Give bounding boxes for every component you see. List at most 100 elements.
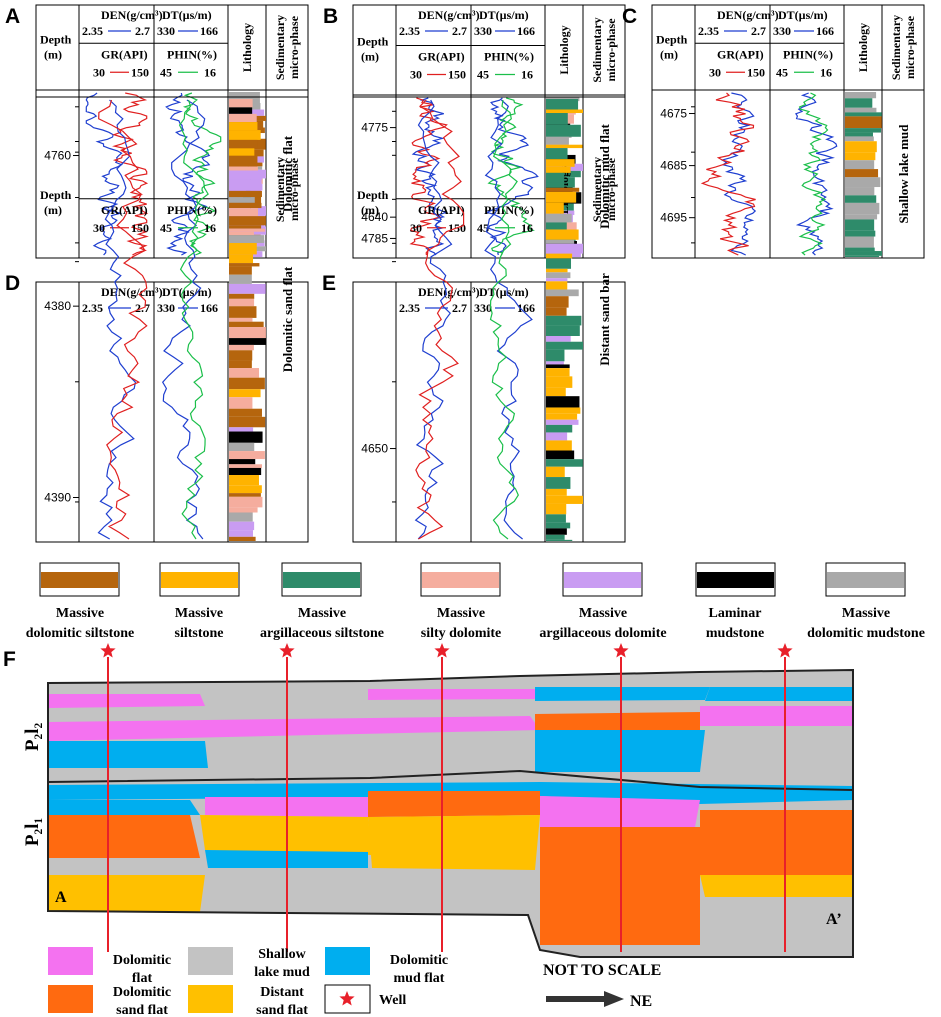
- unit-label-upper: P₂l₂: [22, 723, 43, 752]
- panel-frame: [352, 281, 626, 543]
- lith-legend-line2: dolomitic mudstone: [807, 626, 925, 641]
- gr-max: 150: [131, 65, 149, 79]
- dt-label: DT(µs/m): [162, 285, 212, 299]
- facies-dolomitic-sand-flat: [535, 712, 700, 730]
- facies-dolomitic-sand-flat: [368, 791, 540, 817]
- depth-tick-label: 4640: [361, 210, 388, 224]
- depth-tick-label: 4685: [660, 159, 687, 173]
- gr-label: GR(API): [418, 50, 465, 64]
- well-marker: [434, 643, 450, 952]
- facies-dolomitic-flat: [700, 706, 853, 726]
- den-min: 2.35: [82, 301, 103, 315]
- lithology-header: Lithology: [240, 23, 254, 72]
- micro-phase-header-2: micro-phase: [287, 15, 301, 79]
- facies-legend-item: Dolomitic sand flat: [48, 985, 171, 1017]
- phin-label: PHIN(%): [484, 203, 534, 217]
- facies-swatch: [188, 985, 233, 1013]
- micro-phase-value: Dolomitic mud flat: [597, 123, 612, 228]
- depth-tick-label: 4695: [660, 211, 687, 225]
- facies-legend-line1: Dolomitic: [390, 953, 448, 968]
- lith-legend-line2: mudstone: [706, 626, 764, 641]
- facies-legend-line1: Well: [379, 993, 406, 1008]
- log-panel-c: C Depth(m) DEN(g/cm³) 2.35 2.7 GR(API) 30 150 DT…: [622, 4, 925, 259]
- lith-legend-item: Massive siltstone: [159, 562, 240, 641]
- dt-min: 330: [474, 24, 492, 38]
- lith-legend-item: Massive argillaceous siltstone: [260, 562, 384, 641]
- facies-dolomitic-flat: [48, 716, 540, 741]
- lith-swatch: [827, 572, 904, 588]
- panel-frame: [352, 4, 626, 259]
- micro-phase-header-1: Sedimentary: [273, 157, 287, 222]
- lith-legend-line2: argillaceous dolomite: [539, 626, 666, 641]
- dt-label: DT(µs/m): [479, 8, 529, 22]
- den-max: 2.7: [452, 24, 467, 38]
- panel-frame: [651, 4, 925, 259]
- not-to-scale: NOT TO SCALE: [543, 962, 661, 979]
- lith-swatch: [422, 572, 499, 588]
- facies-distant-sand-flat: [700, 875, 853, 897]
- gr-min: 30: [93, 65, 105, 79]
- gr-min: 30: [410, 68, 422, 82]
- den-label: DEN(g/cm³): [101, 8, 163, 22]
- facies-dolomitic-sand-flat: [700, 810, 853, 875]
- lithology-legend: Massive dolomitic siltstone Massive siltsto…: [26, 562, 925, 641]
- lithology-header: Lithology: [557, 25, 571, 74]
- phin-min: 45: [160, 221, 172, 235]
- unit-label-lower: P₂l₁: [22, 818, 43, 846]
- den-min: 2.35: [698, 24, 719, 38]
- depth-tick-label: 4785: [361, 231, 388, 245]
- depth-tick-label: 4380: [44, 299, 71, 313]
- gr-label: GR(API): [418, 203, 465, 217]
- depth-unit: (m): [44, 47, 62, 61]
- facies-swatch: [48, 985, 93, 1013]
- lith-legend-line1: Massive: [298, 606, 346, 621]
- gr-label: GR(API): [101, 47, 148, 61]
- gr-max: 150: [747, 65, 765, 79]
- gr-max: 150: [448, 68, 466, 82]
- gr-min: 30: [410, 221, 422, 235]
- micro-phase-header-1: Sedimentary: [590, 157, 604, 222]
- depth-tick-label: 4390: [44, 491, 71, 505]
- lith-legend-line1: Massive: [842, 606, 890, 621]
- depth-tick-label: 4650: [361, 442, 388, 456]
- phin-min: 45: [477, 68, 489, 82]
- facies-dolomitic-mud-flat: [535, 687, 710, 701]
- well-marker: [279, 643, 295, 952]
- dt-min: 330: [157, 24, 175, 38]
- lith-legend-line1: Laminar: [709, 606, 762, 621]
- lith-swatch: [283, 572, 360, 588]
- depth-tick-label: 4760: [44, 149, 71, 163]
- den-label: DEN(g/cm³): [101, 285, 163, 299]
- well-star-icon: [434, 643, 450, 658]
- facies-legend-item: Dolomitic mud flat: [325, 947, 448, 986]
- facies-dolomitic-flat: [368, 689, 535, 700]
- facies-dolomitic-mud-flat: [48, 741, 208, 768]
- lith-legend-item: Massive dolomitic siltstone: [26, 562, 134, 641]
- facies-swatch: [325, 947, 370, 975]
- dt-max: 166: [517, 24, 535, 38]
- depth-unit: (m): [361, 50, 379, 64]
- facies-legend-line2: mud flat: [394, 971, 445, 986]
- panel-label: E: [322, 272, 336, 295]
- lith-legend-line2: argillaceous siltstone: [260, 626, 384, 641]
- dt-min: 330: [474, 301, 492, 315]
- den-max: 2.7: [452, 301, 467, 315]
- facies-legend-line1: Dolomitic: [113, 985, 171, 1000]
- well-star-icon: [279, 643, 295, 658]
- facies-legend-line1: Dolomitic: [113, 953, 171, 968]
- micro-phase-header-2: micro-phase: [287, 157, 301, 221]
- cross-section: F P₂l₂ P₂l₁ A A’: [3, 643, 854, 958]
- well-star-icon: [777, 643, 793, 658]
- micro-phase-header-2: micro-phase: [604, 157, 618, 221]
- facies-legend-line1: Distant: [260, 985, 304, 1000]
- phin-max: 16: [820, 65, 832, 79]
- dt-max: 166: [517, 301, 535, 315]
- den-min: 2.35: [82, 24, 103, 38]
- lith-swatch: [161, 572, 238, 588]
- micro-phase-header-2: micro-phase: [903, 15, 917, 79]
- phin-max: 16: [521, 68, 533, 82]
- den-label: DEN(g/cm³): [418, 8, 480, 22]
- lith-legend-item: Massive dolomitic mudstone: [807, 562, 925, 641]
- phin-max: 16: [204, 221, 216, 235]
